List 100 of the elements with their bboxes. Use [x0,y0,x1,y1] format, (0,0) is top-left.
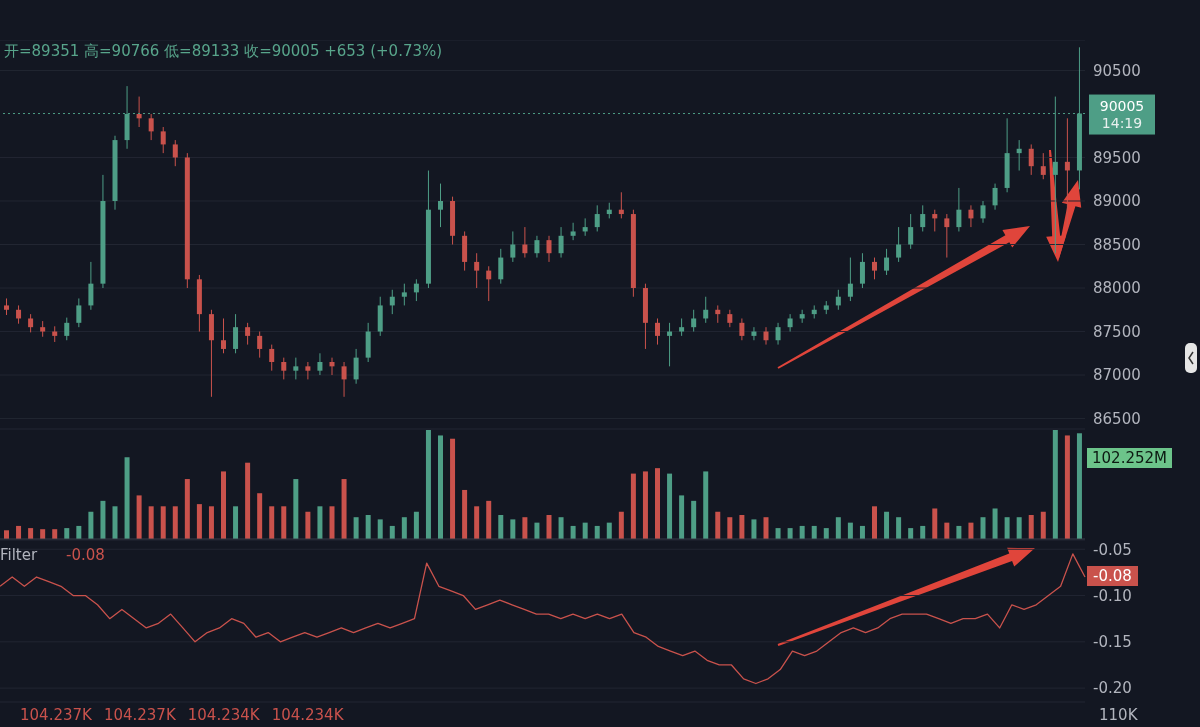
bar [233,506,239,539]
candlestick [245,322,251,346]
candlestick [896,226,902,263]
bar [968,522,974,539]
bar [1028,515,1034,539]
candlestick [28,313,34,333]
y-tick-label: 89500 [1093,148,1141,167]
bar [787,528,793,539]
bar [341,479,347,539]
bar [16,525,22,539]
bar [389,525,395,539]
bar [1052,430,1058,539]
candlestick [594,204,600,232]
candlestick [787,313,793,333]
text: 104.234K [187,706,260,724]
bar [88,511,94,539]
bar [534,522,540,539]
candlestick [64,317,70,341]
bar [305,511,311,539]
bar [908,528,914,539]
candlestick [353,348,359,385]
bar [76,525,82,539]
candlestick [160,126,166,154]
candlestick [691,309,697,333]
candlestick [136,96,142,128]
text: -0.08 [66,546,105,564]
bar [269,506,275,539]
y-tick-label: 88000 [1093,279,1141,298]
candlestick [438,183,443,228]
candlestick [703,296,709,324]
bar [667,473,673,539]
bar [594,525,600,539]
bar [172,506,178,539]
candlestick [980,200,986,224]
bar [4,530,9,539]
bar [1004,517,1010,539]
candlestick [835,289,841,311]
bar [751,519,757,539]
candlestick [775,322,781,346]
data-label: -0.08 [1087,566,1138,587]
text: 104.237K [103,706,176,724]
candlestick [546,235,552,263]
bar [438,435,443,539]
candlestick [486,265,492,302]
candlestick [172,139,178,167]
bar [618,511,624,539]
candlestick [751,326,757,341]
bar [558,517,564,539]
candlestick [148,113,154,141]
candlestick [1040,152,1046,180]
bar [835,517,841,539]
series-label: Filter [0,546,38,564]
bar [377,519,383,539]
candlestick [401,283,407,306]
candlestick [847,257,853,302]
candlestick [341,361,347,398]
bar [799,525,805,539]
bar [450,438,456,539]
bar [401,517,407,539]
candlestick [389,289,395,315]
bar [425,430,431,539]
bar [100,500,106,539]
text: 104.234K [271,706,344,724]
bar [112,506,118,539]
bar [703,471,709,539]
candlestick [944,213,950,259]
candlestick [618,191,624,219]
candlestick [305,361,311,380]
text: 104.237K [20,706,92,724]
candlestick [558,226,564,259]
bar [353,517,359,539]
bar [872,506,877,539]
bar [715,511,721,539]
candlestick [920,204,926,232]
candlestick [534,235,540,259]
bar [365,515,371,539]
bar [896,517,902,539]
candlestick [908,213,914,250]
bar [329,506,335,539]
bar [570,525,576,539]
bar [1040,511,1046,539]
bar [148,506,154,539]
y-tick-label: 87500 [1093,322,1141,341]
bar [546,515,552,539]
candlestick [932,209,938,232]
bar [245,462,251,539]
bar [811,525,817,539]
bar [992,508,998,539]
bar [28,528,34,539]
candlestick [16,304,22,325]
candlestick [474,252,480,289]
y-tick-label: 86500 [1093,409,1141,428]
bar [124,457,130,539]
bar [691,500,697,539]
y-tick-label: -0.15 [1093,633,1132,652]
candlestick [293,357,299,380]
candlestick [968,204,974,228]
bar [52,529,58,539]
candlestick [1064,117,1070,228]
bar [196,504,202,539]
